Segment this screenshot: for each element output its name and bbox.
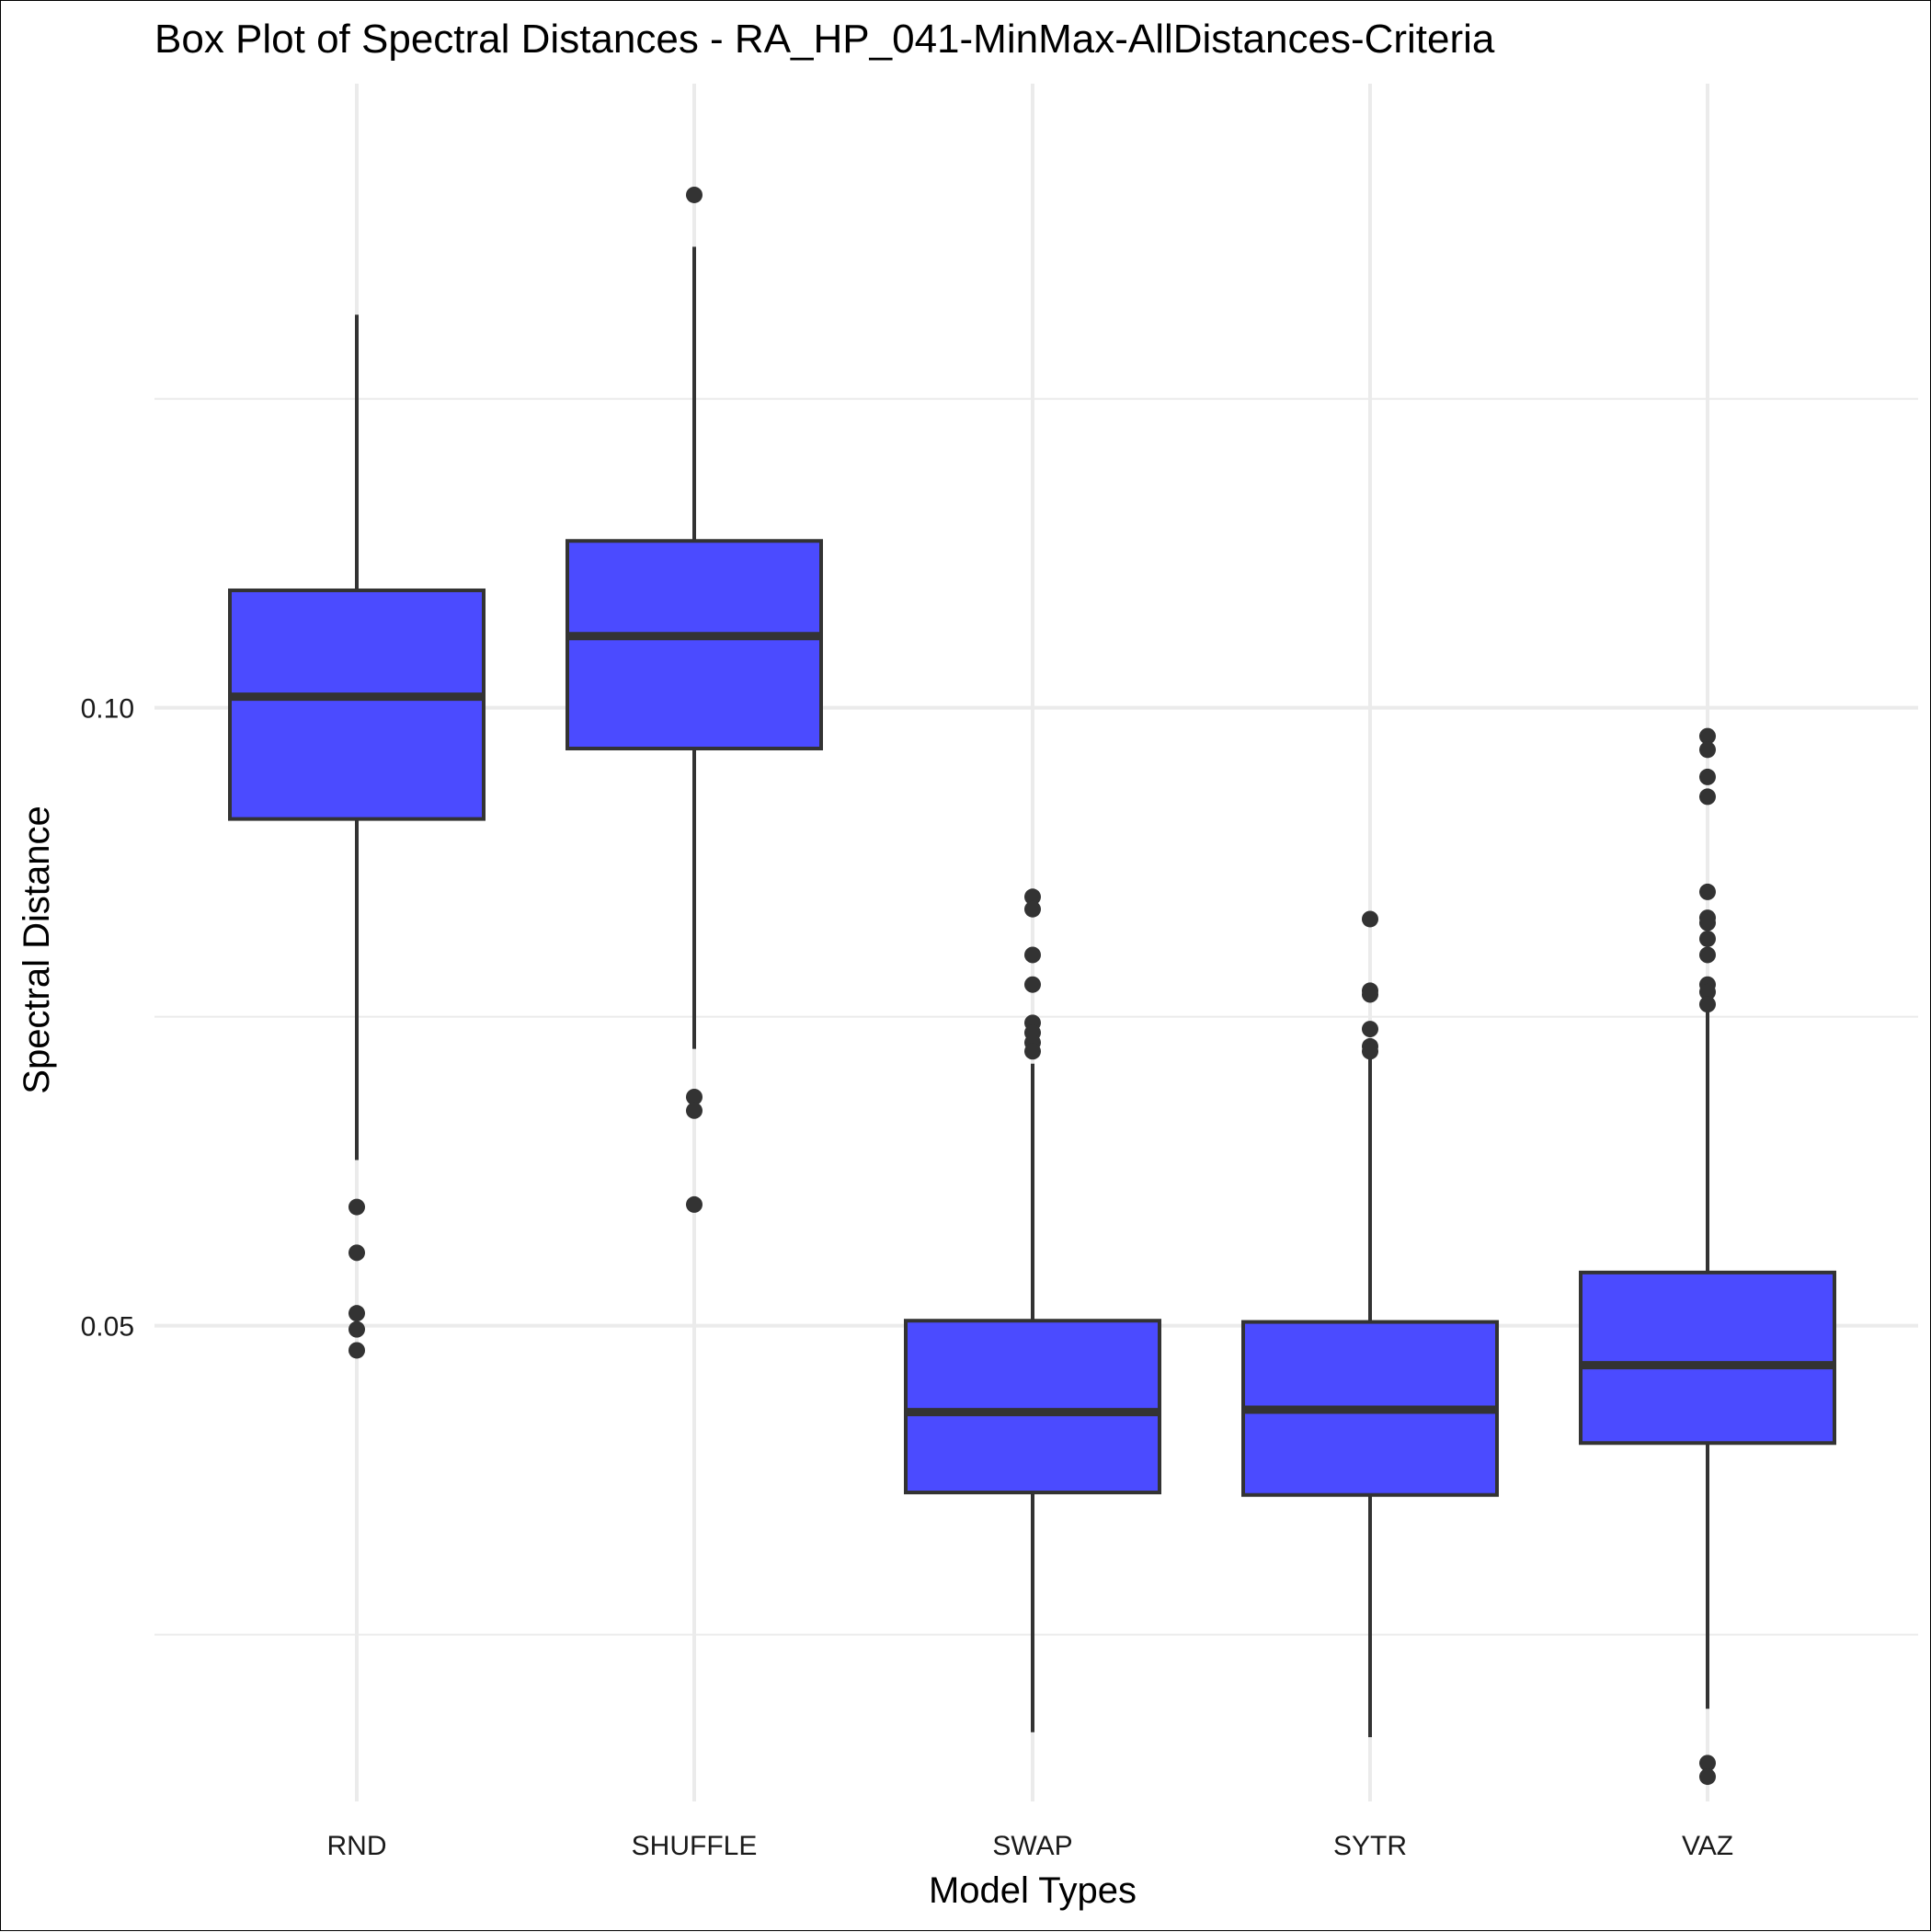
box-series: [228, 186, 1836, 1786]
outlier-point: [1362, 986, 1378, 1003]
y-axis-title: Spectral Distance: [17, 806, 57, 1093]
outlier-point: [1699, 914, 1716, 932]
outlier-point: [1024, 1043, 1041, 1060]
x-axis-title: Model Types: [929, 1870, 1137, 1911]
x-tick-label: VAZ: [1682, 1831, 1733, 1861]
outlier-point: [348, 1244, 365, 1262]
outlier-point: [348, 1198, 365, 1216]
outlier-point: [1024, 946, 1041, 964]
outlier-point: [1024, 888, 1041, 906]
outlier-point: [1699, 883, 1716, 900]
outlier-point: [1362, 910, 1378, 928]
box-shuffle: [566, 186, 823, 1213]
box-swap: [904, 888, 1161, 1732]
x-tick-label: RND: [327, 1831, 387, 1861]
outlier-point: [686, 1102, 703, 1119]
outlier-point: [1024, 900, 1041, 918]
outlier-point: [686, 186, 703, 203]
x-tick-label: SHUFFLE: [632, 1831, 758, 1861]
outlier-point: [348, 1342, 365, 1359]
outlier-point: [1699, 1755, 1716, 1772]
box-body: [904, 1319, 1161, 1495]
y-tick-label: 0.05: [81, 1312, 134, 1343]
outlier-point: [686, 1195, 703, 1213]
outlier-point: [348, 1320, 365, 1338]
outlier-point: [1362, 1043, 1378, 1060]
box-body: [566, 539, 823, 751]
outlier-point: [1699, 741, 1716, 759]
box-vaz: [1579, 727, 1836, 1786]
grid-lines: [154, 84, 1918, 1801]
outlier-point: [1699, 946, 1716, 964]
outlier-point: [1024, 976, 1041, 993]
outlier-point: [686, 1088, 703, 1105]
outlier-point: [1699, 768, 1716, 785]
tick-labels: 0.05 0.10 RND SHUFFLE SWAP SYTR VAZ: [81, 694, 1733, 1861]
y-tick-label: 0.10: [81, 694, 134, 725]
x-tick-label: SYTR: [1333, 1831, 1407, 1861]
outlier-point: [1699, 983, 1716, 1000]
outlier-point: [1699, 930, 1716, 947]
outlier-point: [1362, 1021, 1378, 1038]
box-rnd: [228, 314, 486, 1359]
outlier-point: [1699, 996, 1716, 1013]
x-tick-label: SWAP: [992, 1831, 1072, 1861]
outlier-point: [1699, 1768, 1716, 1786]
box-sytr: [1241, 910, 1499, 1738]
outlier-point: [1699, 788, 1716, 806]
box-body: [1579, 1270, 1836, 1446]
outlier-point: [348, 1305, 365, 1322]
chart-title: Box Plot of Spectral Distances - RA_HP_0…: [154, 17, 1495, 62]
outlier-point: [1699, 727, 1716, 745]
box-body: [228, 588, 486, 821]
